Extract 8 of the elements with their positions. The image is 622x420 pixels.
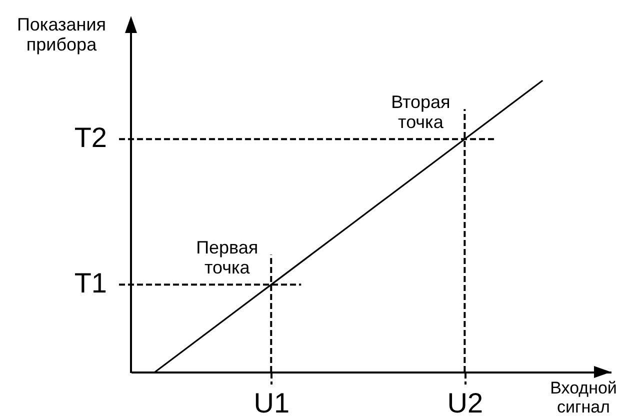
annotation: Вторая точка [391,92,450,132]
x-axis-title: Входной сигнал [550,378,617,416]
x-tick-label: U2 [447,388,484,418]
ref-line-label: T1 [74,268,107,299]
ref-line-label: T2 [74,122,107,154]
x-tick-label: U1 [254,388,290,418]
annotation: Первая точка [196,238,258,278]
y-axis-title: Показания прибора [16,14,106,54]
